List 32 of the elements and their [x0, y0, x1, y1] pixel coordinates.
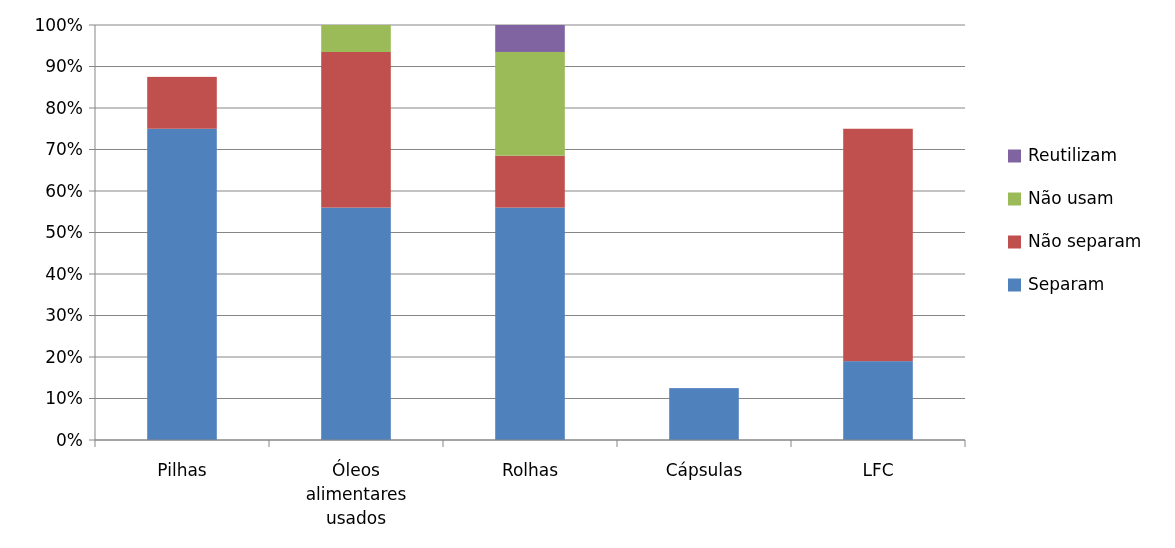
- x-tick-label: Pilhas: [157, 460, 207, 480]
- y-tick-label: 50%: [45, 222, 83, 243]
- y-tick-label: 60%: [45, 180, 83, 201]
- bar: [669, 388, 739, 440]
- y-tick-label: 0%: [56, 429, 83, 450]
- bar: [843, 128, 913, 362]
- bar: [495, 207, 565, 440]
- legend-label: Não separam: [1028, 231, 1142, 252]
- x-tick-label: Cápsulas: [665, 460, 743, 480]
- bar: [147, 76, 217, 129]
- x-tick-label: LFC: [862, 460, 894, 480]
- bar: [321, 51, 391, 208]
- y-tick-label: 90%: [45, 56, 83, 77]
- bar: [495, 155, 565, 208]
- legend-label: Separam: [1028, 274, 1105, 295]
- bar: [495, 25, 565, 52]
- y-tick-label: 40%: [45, 263, 83, 284]
- x-tick-label: Óleos alimentares usados: [305, 459, 407, 528]
- y-tick-label: 30%: [45, 305, 83, 326]
- y-tick-label: 80%: [45, 97, 83, 118]
- bar: [147, 128, 217, 440]
- bar: [321, 207, 391, 440]
- y-tick-label: 100%: [34, 14, 83, 35]
- y-tick-label: 70%: [45, 139, 83, 160]
- bar: [843, 361, 913, 440]
- x-tick-label: Rolhas: [501, 460, 559, 480]
- bar: [495, 51, 565, 156]
- y-tick-label: 20%: [45, 346, 83, 367]
- legend-label: Reutilizam: [1028, 145, 1118, 166]
- y-tick-label: 10%: [45, 388, 83, 409]
- legend-label: Não usam: [1028, 188, 1114, 209]
- bar: [321, 25, 391, 52]
